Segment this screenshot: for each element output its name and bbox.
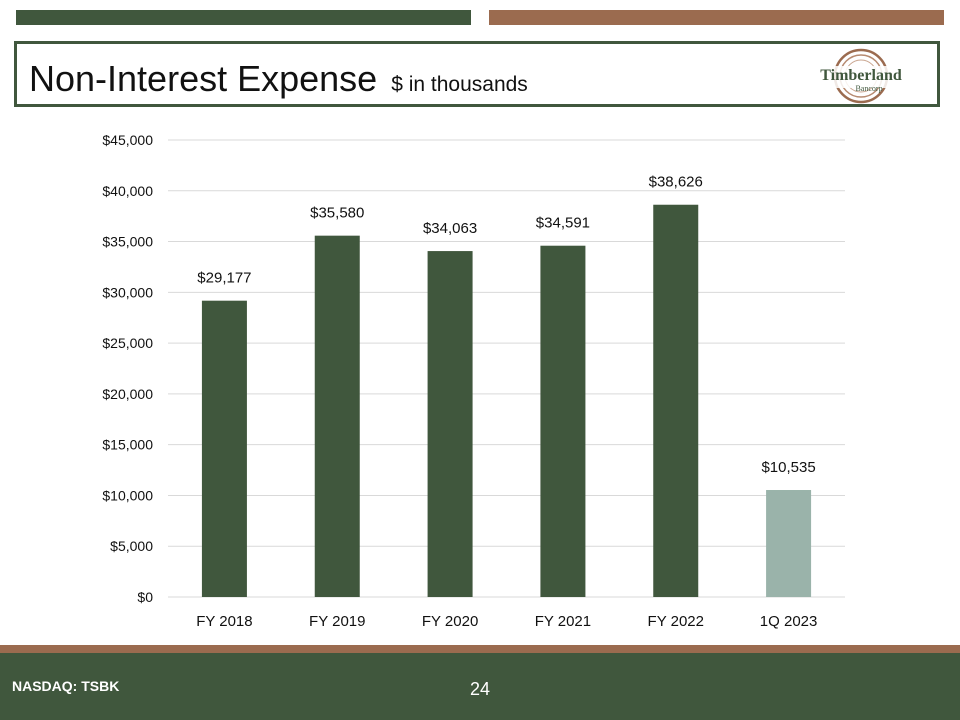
bar (314, 235, 360, 597)
y-tick-label: $45,000 (102, 132, 153, 148)
title-box: Non-Interest Expense $ in thousands Timb… (14, 41, 940, 107)
ticker-label: NASDAQ: TSBK (12, 678, 120, 694)
timberland-logo: Timberland Bancorp (811, 48, 917, 104)
y-tick-label: $40,000 (102, 183, 153, 199)
top-accent-bar-brown (489, 10, 944, 25)
y-tick-label: $5,000 (110, 538, 153, 554)
footer-bar: NASDAQ: TSBK 24 (0, 653, 960, 720)
data-label: $34,063 (423, 220, 477, 237)
bar (766, 490, 812, 597)
logo-name: Timberland (820, 67, 902, 84)
page-number: 24 (469, 679, 491, 699)
slide-title-text: Non-Interest Expense (29, 58, 378, 99)
data-label: $38,626 (649, 174, 703, 191)
y-tick-label: $25,000 (102, 335, 153, 351)
data-labels: $29,177 $35,580 $34,063 $34,591 $38,626 $10,5… (197, 174, 815, 476)
x-tick-label: FY 2018 (196, 613, 252, 630)
y-tick-label: $10,000 (102, 487, 153, 503)
bar (201, 300, 247, 597)
bars (201, 204, 812, 598)
y-tick-label: $20,000 (102, 386, 153, 402)
y-tick-label: $0 (137, 589, 153, 605)
logo-sub: Bancorp (855, 84, 882, 93)
y-tick-label: $30,000 (102, 284, 153, 300)
top-accent-bar-green (16, 10, 471, 25)
x-tick-label: FY 2020 (422, 613, 478, 630)
bar (540, 245, 586, 597)
gridlines (168, 139, 845, 598)
footer-accent-stripe (0, 645, 960, 653)
y-tick-label: $35,000 (102, 234, 153, 250)
x-tick-label: FY 2022 (648, 613, 704, 630)
y-axis-labels: $0 $5,000 $10,000 $15,000 $20,000 $25,000 $30,… (102, 132, 153, 605)
bar (653, 204, 699, 597)
slide-title: Non-Interest Expense $ in thousands (29, 58, 528, 100)
data-label: $29,177 (197, 270, 251, 287)
x-tick-label: FY 2019 (309, 613, 365, 630)
bar (427, 251, 473, 598)
slide-subtitle: $ in thousands (391, 73, 528, 96)
x-tick-label: 1Q 2023 (760, 613, 818, 630)
x-tick-label: FY 2021 (535, 613, 591, 630)
data-label: $10,535 (761, 459, 815, 476)
bar-chart: $0 $5,000 $10,000 $15,000 $20,000 $25,000 $30,… (102, 132, 845, 630)
data-label: $35,580 (310, 205, 364, 222)
x-axis-labels: FY 2018 FY 2019 FY 2020 FY 2021 FY 2022 1Q 20… (196, 613, 817, 630)
y-tick-label: $15,000 (102, 437, 153, 453)
data-label: $34,591 (536, 215, 590, 232)
